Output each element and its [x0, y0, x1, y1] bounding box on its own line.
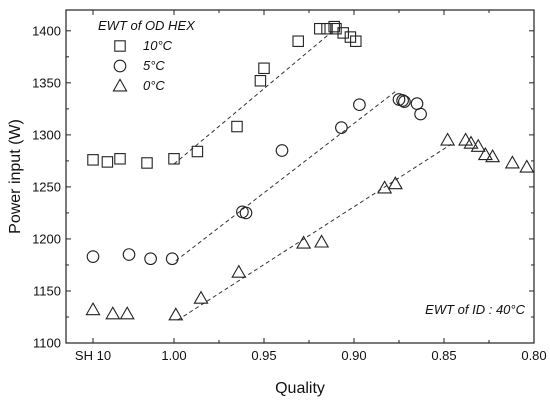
trend-line-square — [173, 32, 331, 165]
x-axis: SH 10 1.00 0.95 0.90 0.85 0.80 — [75, 10, 547, 363]
square-point — [231, 120, 243, 133]
triangle-point — [231, 264, 247, 278]
legend: EWT of OD HEX 10°C 5°C 0°C — [98, 18, 196, 93]
circle-point — [410, 97, 424, 111]
y-tick-label: 1250 — [32, 179, 61, 194]
series-triangle — [85, 132, 535, 321]
plot-frame — [65, 9, 535, 344]
circle-point — [414, 107, 427, 121]
triangle-point — [477, 146, 493, 161]
data-points — [85, 20, 535, 321]
circle-point — [353, 98, 366, 112]
ewt-id-annotation: EWT of ID : 40°C — [425, 302, 525, 317]
triangle-point — [504, 155, 520, 169]
legend-label: 0°C — [143, 78, 165, 93]
legend-label: 5°C — [143, 58, 165, 73]
triangle-point — [440, 132, 456, 146]
triangle-point — [296, 235, 312, 249]
square-point — [168, 153, 180, 165]
y-tick-label: 1150 — [33, 283, 61, 298]
square-point — [292, 35, 304, 47]
triangle-point — [463, 135, 479, 149]
triangle-point — [85, 301, 101, 316]
y-tick-label: 1300 — [32, 127, 61, 142]
triangle-point — [470, 138, 486, 152]
triangle-point — [485, 149, 501, 163]
square-point — [101, 156, 114, 168]
triangle-point — [519, 159, 535, 173]
triangle-point — [377, 180, 393, 194]
square-point — [254, 75, 267, 87]
legend-title: EWT of OD HEX — [98, 18, 196, 33]
square-point — [314, 22, 326, 35]
square-point — [337, 27, 349, 39]
legend-label: 10°C — [143, 38, 173, 53]
circle-point — [122, 248, 136, 261]
circle-point — [398, 95, 411, 108]
trend-line-circle — [175, 89, 398, 262]
circle-point — [239, 206, 253, 220]
circle-point — [275, 144, 289, 157]
circle-point — [165, 252, 179, 266]
square-point — [191, 145, 204, 158]
square-point — [258, 62, 270, 75]
square-point — [328, 20, 340, 33]
square-point — [350, 35, 362, 47]
circle-point — [335, 121, 348, 134]
trend-line-triangle — [177, 143, 452, 321]
square-point — [114, 153, 126, 165]
x-tick-label: 0.90 — [341, 348, 366, 363]
triangle-point — [168, 307, 184, 321]
triangle-point — [314, 234, 330, 248]
y-tick-label: 1400 — [32, 23, 61, 38]
legend-triangle-marker — [112, 78, 128, 92]
x-tick-label: 0.80 — [521, 348, 546, 363]
x-tick-label: 1.00 — [161, 348, 186, 363]
triangle-point — [193, 290, 209, 304]
circle-point — [396, 94, 409, 107]
x-tick-label: 0.95 — [251, 348, 276, 363]
triangle-point — [119, 306, 135, 320]
triangle-point — [387, 176, 403, 190]
circle-point — [144, 252, 157, 266]
legend-circle-marker — [113, 59, 127, 73]
square-point — [141, 157, 153, 169]
x-axis-label: Quality — [275, 380, 325, 397]
circle-point — [86, 250, 100, 263]
square-point — [330, 22, 342, 35]
y-tick-label: 1100 — [33, 336, 61, 351]
series-circle — [86, 93, 427, 266]
square-point — [321, 22, 333, 35]
legend-square-marker — [114, 40, 126, 52]
x-tick-label: 0.85 — [431, 348, 456, 363]
square-point — [87, 154, 99, 166]
x-tick-label: SH 10 — [75, 348, 111, 363]
y-axis: 1100 1150 1200 1250 1300 1350 1400 — [32, 23, 534, 351]
triangle-point — [105, 306, 121, 320]
plot-area — [65, 9, 535, 344]
triangle-point — [458, 132, 474, 146]
y-tick-label: 1200 — [32, 231, 61, 246]
series-square — [87, 20, 362, 169]
y-axis-label: Power input (W) — [7, 119, 24, 234]
trend-lines — [173, 32, 452, 321]
y-tick-label: 1350 — [32, 75, 61, 90]
